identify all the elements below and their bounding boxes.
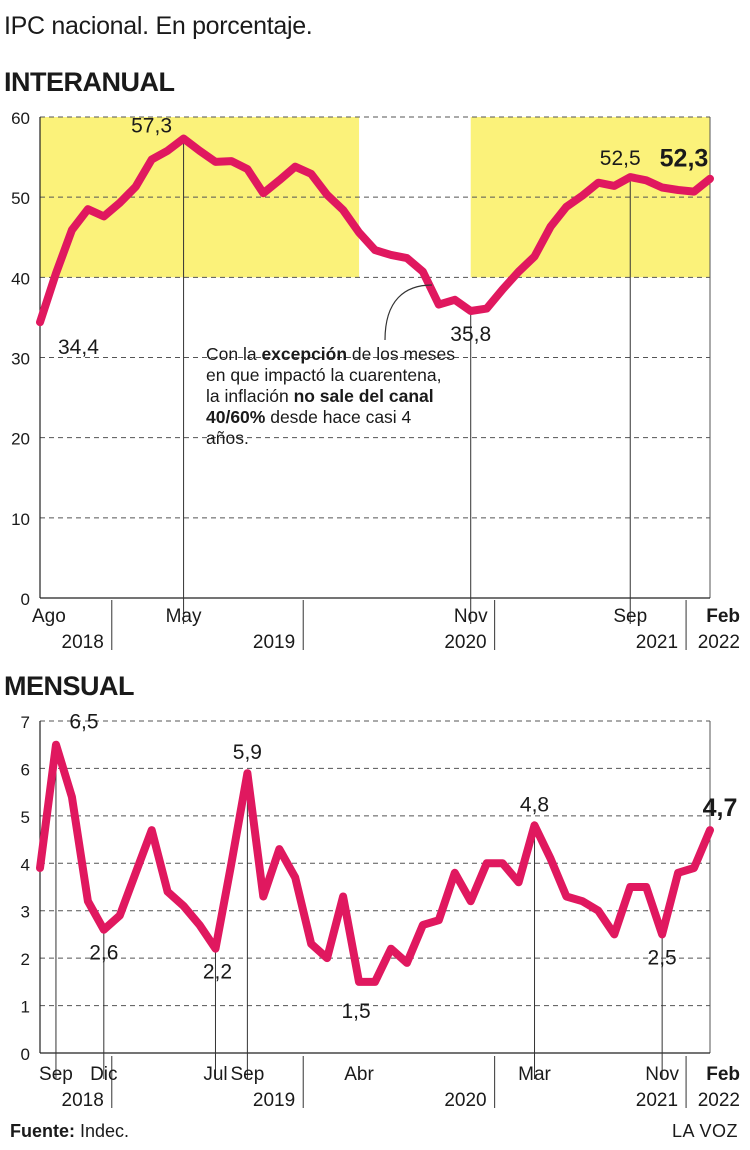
y-tick-40: 40: [11, 269, 30, 288]
data-label-2022-02: 52,3: [660, 145, 709, 173]
annotation-note: Con la excepción de los meses en que imp…: [206, 344, 456, 449]
note-bold-2: no sale del canal 40/60%: [206, 386, 434, 427]
y-tick-6: 6: [21, 760, 30, 779]
year-label-2019: 2019: [253, 1090, 295, 1111]
month-label-2020-04: Abr: [344, 1064, 374, 1085]
note-text-2: de los meses en que impactó la cuarenten…: [206, 344, 456, 406]
chart-subtitle: IPC nacional. En porcentaje.: [4, 12, 313, 40]
month-label-2018-12: Dic: [90, 1064, 117, 1085]
month-label-2018-09: Sep: [39, 1064, 73, 1085]
source-label: Fuente:: [10, 1121, 75, 1141]
y-tick-10: 10: [11, 510, 30, 529]
note-text-1: Con la: [206, 344, 262, 364]
month-label-2022-02: Feb: [706, 1064, 740, 1085]
year-label-2020: 2020: [444, 1090, 486, 1111]
month-label-2021-11: Nov: [645, 1064, 679, 1085]
year-label-2019: 2019: [253, 632, 295, 653]
data-label-2020-11: 35,8: [450, 323, 491, 346]
y-tick-0: 0: [21, 1045, 30, 1064]
source-value: Indec.: [75, 1121, 130, 1141]
month-label-2020-11: Nov: [454, 606, 488, 627]
month-label-2019-09: Sep: [230, 1064, 264, 1085]
mensual-chart: 0 1 2 3 4 5 6 7 6,5 2,6 2,2 5,9 1,5 4,8 2,5 4,7 Sep Dic Ju…: [21, 711, 740, 1111]
brand-footer: LA VOZ: [671, 1121, 738, 1141]
interanual-title: INTERANUAL: [4, 67, 175, 97]
month-label-2021-03: Mar: [518, 1064, 551, 1085]
year-label-2018: 2018: [62, 632, 104, 653]
y-tick-7: 7: [21, 713, 30, 732]
month-label-2022-02: Feb: [706, 606, 740, 627]
source-footer: Fuente: Indec.: [10, 1121, 129, 1142]
month-label-2019-07: Jul: [203, 1064, 227, 1085]
year-label-2022: 2022: [698, 1090, 740, 1111]
month-label-2021-09: Sep: [613, 606, 647, 627]
year-label-2021: 2021: [636, 1090, 678, 1111]
data-label-2019-09: 5,9: [233, 741, 262, 764]
month-label-2019-05: May: [166, 606, 202, 627]
y-tick-50: 50: [11, 189, 30, 208]
year-label-2021: 2021: [636, 632, 678, 653]
series-line: [36, 134, 714, 327]
data-label-2021-11: 2,5: [648, 946, 677, 969]
year-label-2022: 2022: [698, 632, 740, 653]
interanual-chart: 0 10 20 30 40 50 60 34,4 57,3 35,8 52,5 52,3 Ago May N…: [11, 109, 740, 653]
data-label-2019-07: 2,2: [203, 961, 232, 984]
note-bold-1: excepción: [261, 344, 348, 364]
y-tick-30: 30: [11, 350, 30, 369]
data-label-2018-09: 6,5: [69, 711, 98, 734]
y-tick-60: 60: [11, 109, 30, 128]
y-tick-2: 2: [21, 950, 30, 969]
y-tick-4: 4: [21, 855, 30, 874]
y-tick-5: 5: [21, 808, 30, 827]
data-label-2020-04: 1,5: [341, 1000, 370, 1023]
data-label-2018-08: 34,4: [58, 336, 99, 359]
y-tick-0: 0: [21, 590, 30, 609]
year-label-2020: 2020: [444, 632, 486, 653]
data-label-2019-05: 57,3: [131, 115, 172, 138]
mensual-title: MENSUAL: [4, 671, 135, 701]
year-label-2018: 2018: [62, 1090, 104, 1111]
y-tick-20: 20: [11, 430, 30, 449]
note-text-3: desde hace casi 4 años.: [206, 407, 412, 448]
y-tick-3: 3: [21, 903, 30, 922]
y-tick-1: 1: [21, 998, 30, 1017]
data-label-2021-09: 52,5: [600, 147, 641, 170]
data-label-2022-02: 4,7: [703, 794, 738, 822]
note-connector: [384, 284, 433, 341]
month-label-2018-08: Ago: [32, 606, 66, 627]
series-line: [36, 740, 714, 986]
data-label-2021-03: 4,8: [520, 793, 549, 816]
data-label-2018-12: 2,6: [89, 942, 118, 965]
